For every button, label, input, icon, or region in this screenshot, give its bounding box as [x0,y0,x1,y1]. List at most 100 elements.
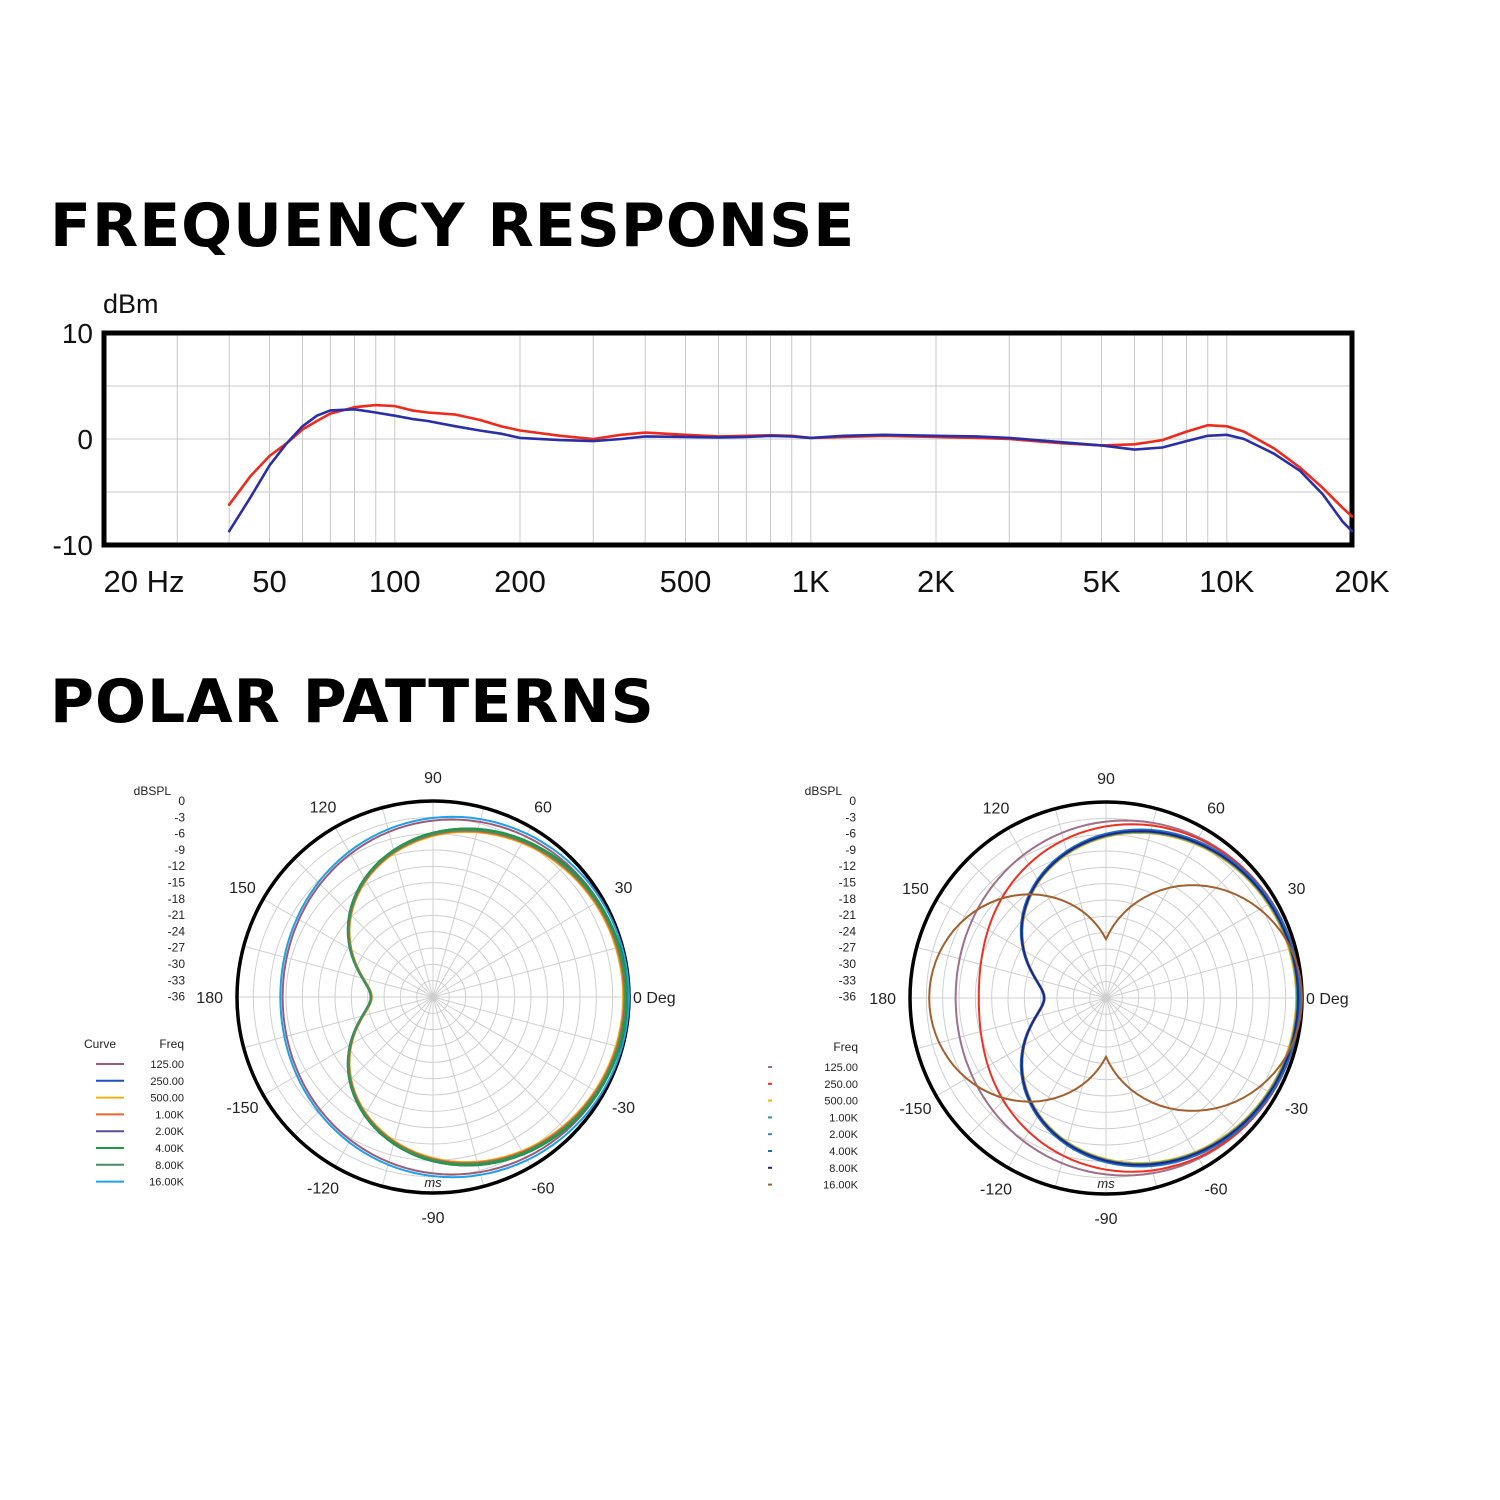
fr-y-tick-label: -10 [53,530,93,561]
polar-curve-2 [977,823,1302,1173]
frequency-response-title: FREQUENCY RESPONSE [50,191,856,261]
polar-legend-header-curve: Curve [84,1037,116,1051]
polar-radial-tick-label: -24 [168,924,186,938]
polar-angle-label: -60 [531,1181,554,1198]
polar-spoke [936,899,1107,999]
polar-unit-label: dBSPL [805,784,843,798]
polar-angle-label: 30 [1288,881,1306,898]
polar-radial-tick-label: -36 [839,990,857,1004]
fr-x-tick-label: 2K [917,564,955,599]
polar-legend-label: 8.00K [829,1163,858,1175]
polar-spoke [936,997,1107,1097]
polar-curve-8 [928,884,1304,1112]
polar-radial-tick-label: -18 [168,892,186,906]
polar-curve-7 [1020,830,1300,1166]
polar-angle-label: -150 [899,1101,931,1118]
polar-spoke [916,946,1107,999]
polar-spoke [916,997,1107,1050]
fr-x-tick-label: 1K [792,564,830,599]
polar-legend-label: 1.00K [155,1109,184,1121]
polar-radial-tick-label: -18 [839,892,857,906]
polar-radial-tick-label: -3 [845,810,856,824]
polar-spoke [263,996,434,1096]
polar-spoke [263,898,434,998]
fr-series-line-1 [227,403,1354,518]
polar-radial-tick-label: -33 [168,973,186,987]
polar-radial-tick-label: -3 [174,810,185,824]
polar-spoke [1007,828,1107,999]
polar-angle-label: -30 [1285,1101,1308,1118]
polar-radial-tick-label: -30 [839,957,857,971]
polar-radial-tick-label: -21 [168,908,186,922]
polar-radial-tick-label: -36 [168,990,186,1004]
polar-spoke [381,807,434,998]
polar-curve-1 [954,819,1301,1177]
polar-radial-tick-label: -21 [839,908,857,922]
polar-legend-label: 125.00 [150,1059,184,1071]
polar-radial-tick-label: -15 [168,876,186,890]
polar-angle-label: -90 [1094,1211,1117,1228]
polar-spoke [432,996,532,1167]
polar-chart-1: 0 Deg306090120150180-150-120-90-60-30msd… [84,770,676,1227]
polar-angle-label: 0 Deg [1306,991,1349,1008]
polar-angle-label: -30 [612,1100,635,1117]
polar-angle-label: 150 [229,880,256,897]
polar-radial-tick-label: -9 [845,843,856,857]
polar-spoke [432,807,485,998]
polar-legend-label: 2.00K [155,1126,184,1138]
polar-radial-tick-label: -30 [168,957,186,971]
polar-legend-label: 2.00K [829,1129,858,1141]
polar-unit-label: dBSPL [134,784,172,798]
polar-legend-label: 4.00K [829,1146,858,1158]
fr-x-tick-label: 20K [1334,564,1389,599]
polar-curve-8 [279,815,631,1179]
polar-spoke [334,996,434,1167]
polar-curve-1 [281,818,628,1176]
polar-radial-tick-label: -33 [839,973,857,987]
fr-x-tick-label: 20 Hz [104,564,185,599]
fr-series-line-2 [227,408,1354,533]
polar-spoke [967,997,1107,1137]
fr-y-tick-label: 10 [62,318,93,349]
polar-radial-tick-label: -27 [839,941,857,955]
polar-legend-label: 500.00 [150,1093,184,1105]
polar-curve-7 [347,829,627,1165]
polar-legend-label: 500.00 [824,1096,858,1108]
polar-radial-tick-label: -6 [174,827,185,841]
polar-radial-tick-label: -6 [845,827,856,841]
fr-x-tick-label: 500 [660,564,712,599]
polar-angle-label: 180 [869,991,896,1008]
fr-plot-frame [101,330,1355,548]
polar-angle-label: -60 [1204,1182,1227,1199]
polar-legend-header-freq: Freq [833,1040,858,1054]
polar-legend-label: 8.00K [155,1160,184,1172]
polar-angle-label: -120 [980,1182,1012,1199]
polar-angle-label: 30 [615,880,633,897]
polar-patterns-title: POLAR PATTERNS [50,667,655,737]
polar-chart-2: 0 Deg306090120150180-150-120-90-60-30msd… [768,771,1349,1228]
polar-spoke [432,996,485,1187]
polar-spoke [432,996,603,1096]
polar-angle-label: 180 [196,990,223,1007]
fr-x-tick-label: 10K [1199,564,1254,599]
fr-x-tick-label: 50 [252,564,286,599]
polar-spoke [432,945,623,998]
polar-legend-header-freq: Freq [159,1037,184,1051]
polar-radial-tick-label: -24 [839,924,857,938]
polar-spoke [1007,997,1107,1168]
polar-spoke [1105,828,1205,999]
polar-radial-tick-label: -15 [839,876,857,890]
fr-y-tick-label: 0 [77,424,93,455]
polar-angle-label: 60 [534,799,552,816]
polar-angle-label: 120 [310,799,337,816]
polar-angle-label: 150 [902,881,929,898]
fr-x-tick-label: 100 [369,564,421,599]
polar-angle-label: 90 [1097,771,1115,788]
polar-spoke [294,858,434,998]
polar-spoke [432,996,623,1049]
polar-legend-label: 125.00 [824,1062,858,1074]
polar-spoke [432,996,572,1136]
polar-legend-label: 1.00K [829,1112,858,1124]
